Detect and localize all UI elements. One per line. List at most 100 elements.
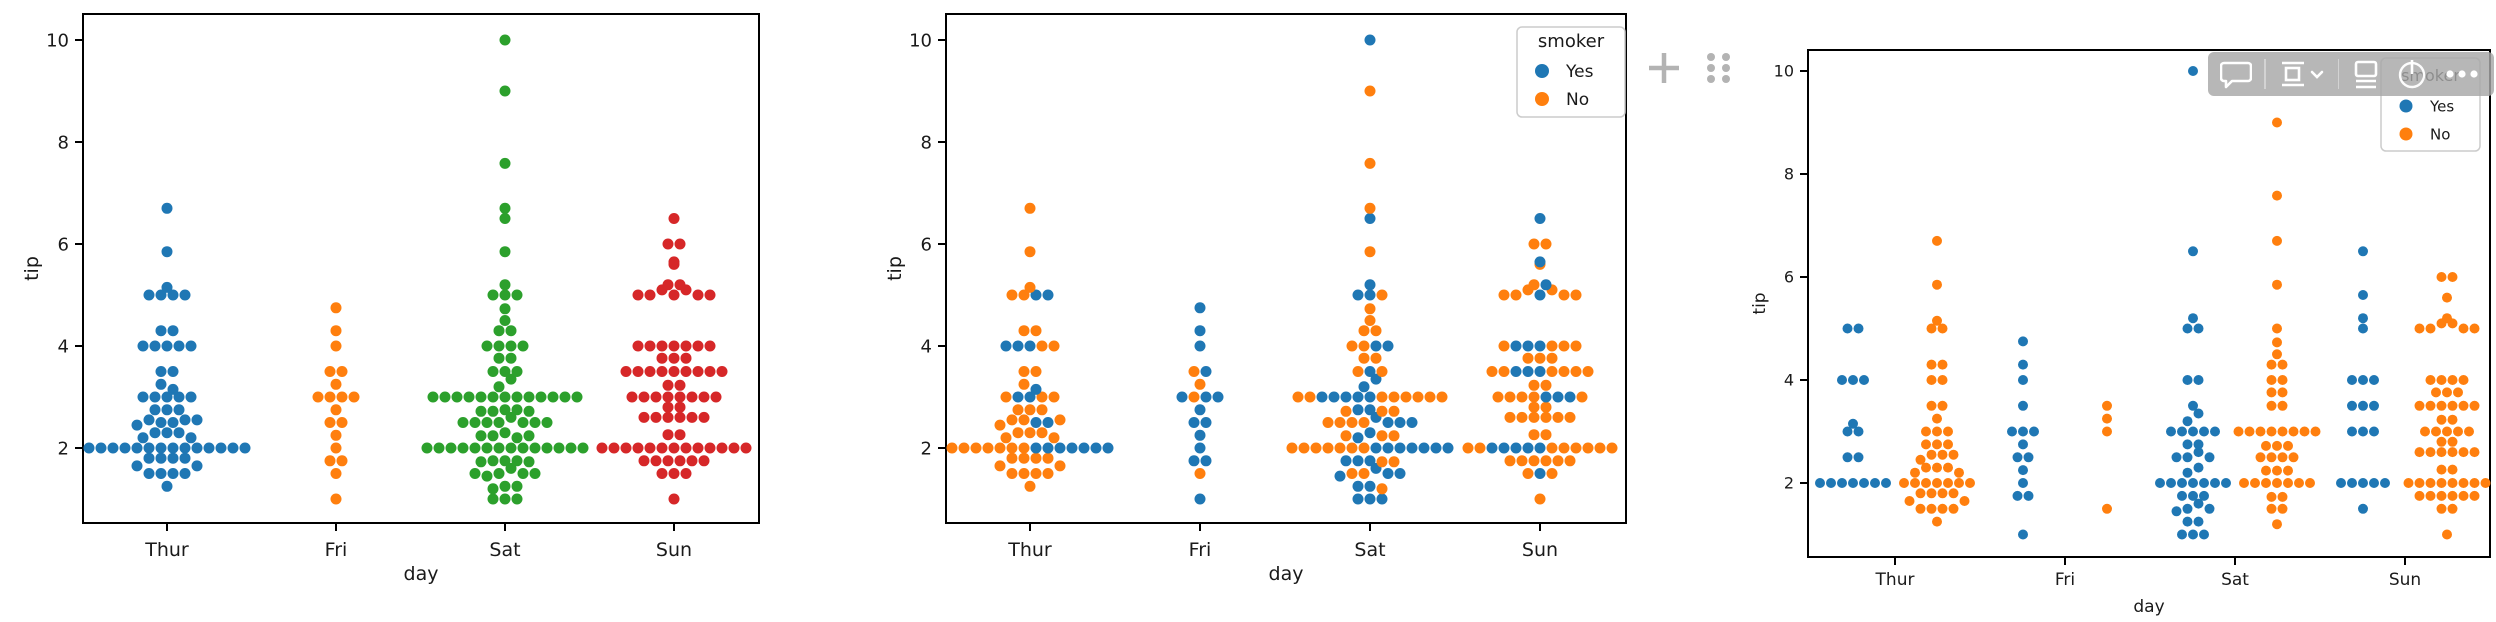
swarm-point bbox=[487, 455, 499, 467]
power-button[interactable] bbox=[2393, 55, 2431, 93]
swarm-point bbox=[1486, 442, 1498, 454]
swarm-point bbox=[1376, 430, 1388, 442]
swarm-point bbox=[427, 391, 439, 403]
swarm-point bbox=[1328, 391, 1340, 403]
add-cell-button[interactable] bbox=[1644, 48, 1684, 88]
swarm-point bbox=[2018, 359, 2028, 370]
swarm-point bbox=[1176, 391, 1188, 403]
drag-handle[interactable] bbox=[1698, 48, 1738, 88]
swarm-point bbox=[1522, 442, 1534, 454]
swarm-point bbox=[608, 442, 620, 454]
swarm-point bbox=[2436, 490, 2447, 501]
swarm-point bbox=[1036, 340, 1048, 352]
swarm-point bbox=[1006, 452, 1018, 464]
legend-marker bbox=[2399, 127, 2413, 141]
swarm-point bbox=[185, 432, 197, 444]
swarm-point bbox=[1546, 352, 1558, 364]
swarm-point bbox=[1932, 413, 1942, 424]
swarm-point bbox=[2283, 478, 2293, 488]
swarm-point bbox=[2193, 498, 2204, 509]
swarm-point bbox=[1334, 442, 1346, 454]
swarm-point bbox=[650, 411, 662, 423]
swarm-point bbox=[2188, 66, 2198, 76]
swarm-point bbox=[1510, 289, 1522, 301]
swarm-point bbox=[994, 442, 1006, 454]
swarm-point bbox=[1540, 411, 1552, 423]
swarm-point bbox=[2436, 414, 2447, 425]
swarm-point bbox=[1926, 375, 1937, 385]
swarm-point bbox=[1540, 279, 1552, 291]
swarm-point bbox=[137, 340, 149, 352]
swarm-point bbox=[2458, 400, 2469, 411]
swarm-point bbox=[1400, 391, 1412, 403]
swarm-point bbox=[2199, 426, 2209, 437]
swarm-point bbox=[1382, 340, 1394, 352]
swarm-point bbox=[1364, 404, 1376, 416]
swarm-point bbox=[674, 238, 686, 250]
swarm-point bbox=[1540, 455, 1552, 467]
swarm-point bbox=[1558, 340, 1570, 352]
swarm-point bbox=[1837, 375, 1847, 385]
swarm-point bbox=[662, 391, 674, 403]
swarm-point bbox=[994, 460, 1006, 472]
swarm-point bbox=[324, 455, 336, 467]
swarm-point bbox=[2447, 400, 2458, 411]
swarm-point bbox=[1006, 468, 1018, 479]
swarm-point bbox=[2299, 426, 2310, 437]
swarm-point bbox=[167, 442, 179, 454]
swarm-point bbox=[2188, 246, 2198, 257]
swarm-point bbox=[1462, 442, 1474, 454]
swarm-point bbox=[2436, 464, 2447, 475]
swarm-point bbox=[179, 468, 191, 479]
swarm-point bbox=[1352, 391, 1364, 403]
swarm-point bbox=[1606, 442, 1618, 454]
swarm-point bbox=[2453, 426, 2463, 437]
swarm-point bbox=[1364, 366, 1376, 377]
x-axis-label: day bbox=[1269, 563, 1304, 585]
swarm-point bbox=[161, 480, 173, 492]
swarm-point bbox=[1498, 442, 1510, 454]
output-presentation-button[interactable] bbox=[2276, 57, 2328, 91]
swarm-point bbox=[2182, 439, 2193, 450]
insert-output-below-button[interactable] bbox=[2349, 56, 2383, 92]
swarm-point bbox=[662, 411, 674, 423]
swarm-point bbox=[662, 379, 674, 391]
swarm-point bbox=[2272, 117, 2282, 128]
swarm-point bbox=[2453, 387, 2463, 398]
swarm-point bbox=[2018, 400, 2028, 411]
swarm-point bbox=[692, 289, 704, 301]
swarm-point bbox=[620, 442, 632, 454]
swarm-point bbox=[1826, 478, 1836, 488]
swarm-point bbox=[324, 366, 336, 377]
swarm-point bbox=[203, 442, 215, 454]
swarm-point bbox=[457, 442, 469, 454]
swarm-point bbox=[1346, 442, 1358, 454]
swarm-point bbox=[330, 442, 342, 454]
swarm-point bbox=[1304, 391, 1316, 403]
legend-marker bbox=[1535, 92, 1549, 106]
swarm-point bbox=[1358, 417, 1370, 428]
swarm-point bbox=[2177, 529, 2187, 540]
swarm-point bbox=[1564, 411, 1576, 423]
swarm-point bbox=[1528, 238, 1540, 250]
swarm-point bbox=[2414, 478, 2425, 488]
comment-button[interactable] bbox=[2218, 57, 2254, 91]
swarm-point bbox=[161, 404, 173, 416]
swarm-point bbox=[662, 401, 674, 413]
swarm-point bbox=[1042, 442, 1054, 454]
swarm-point bbox=[1534, 442, 1546, 454]
swarm-point bbox=[2277, 452, 2288, 463]
swarm-point bbox=[529, 417, 541, 428]
power-icon bbox=[2398, 60, 2426, 89]
swarm-point bbox=[632, 442, 644, 454]
swarm-point bbox=[1540, 391, 1552, 403]
swarm-point bbox=[1932, 439, 1942, 450]
swarm-point bbox=[2447, 503, 2458, 514]
swarm-point bbox=[644, 366, 656, 377]
swarm-point bbox=[1298, 442, 1310, 454]
swarm-point bbox=[1534, 213, 1546, 224]
swarm-point bbox=[511, 455, 523, 467]
y-tick-label: 4 bbox=[1784, 371, 1794, 390]
more-options-button[interactable] bbox=[2441, 62, 2483, 86]
swarm-point bbox=[161, 427, 173, 439]
